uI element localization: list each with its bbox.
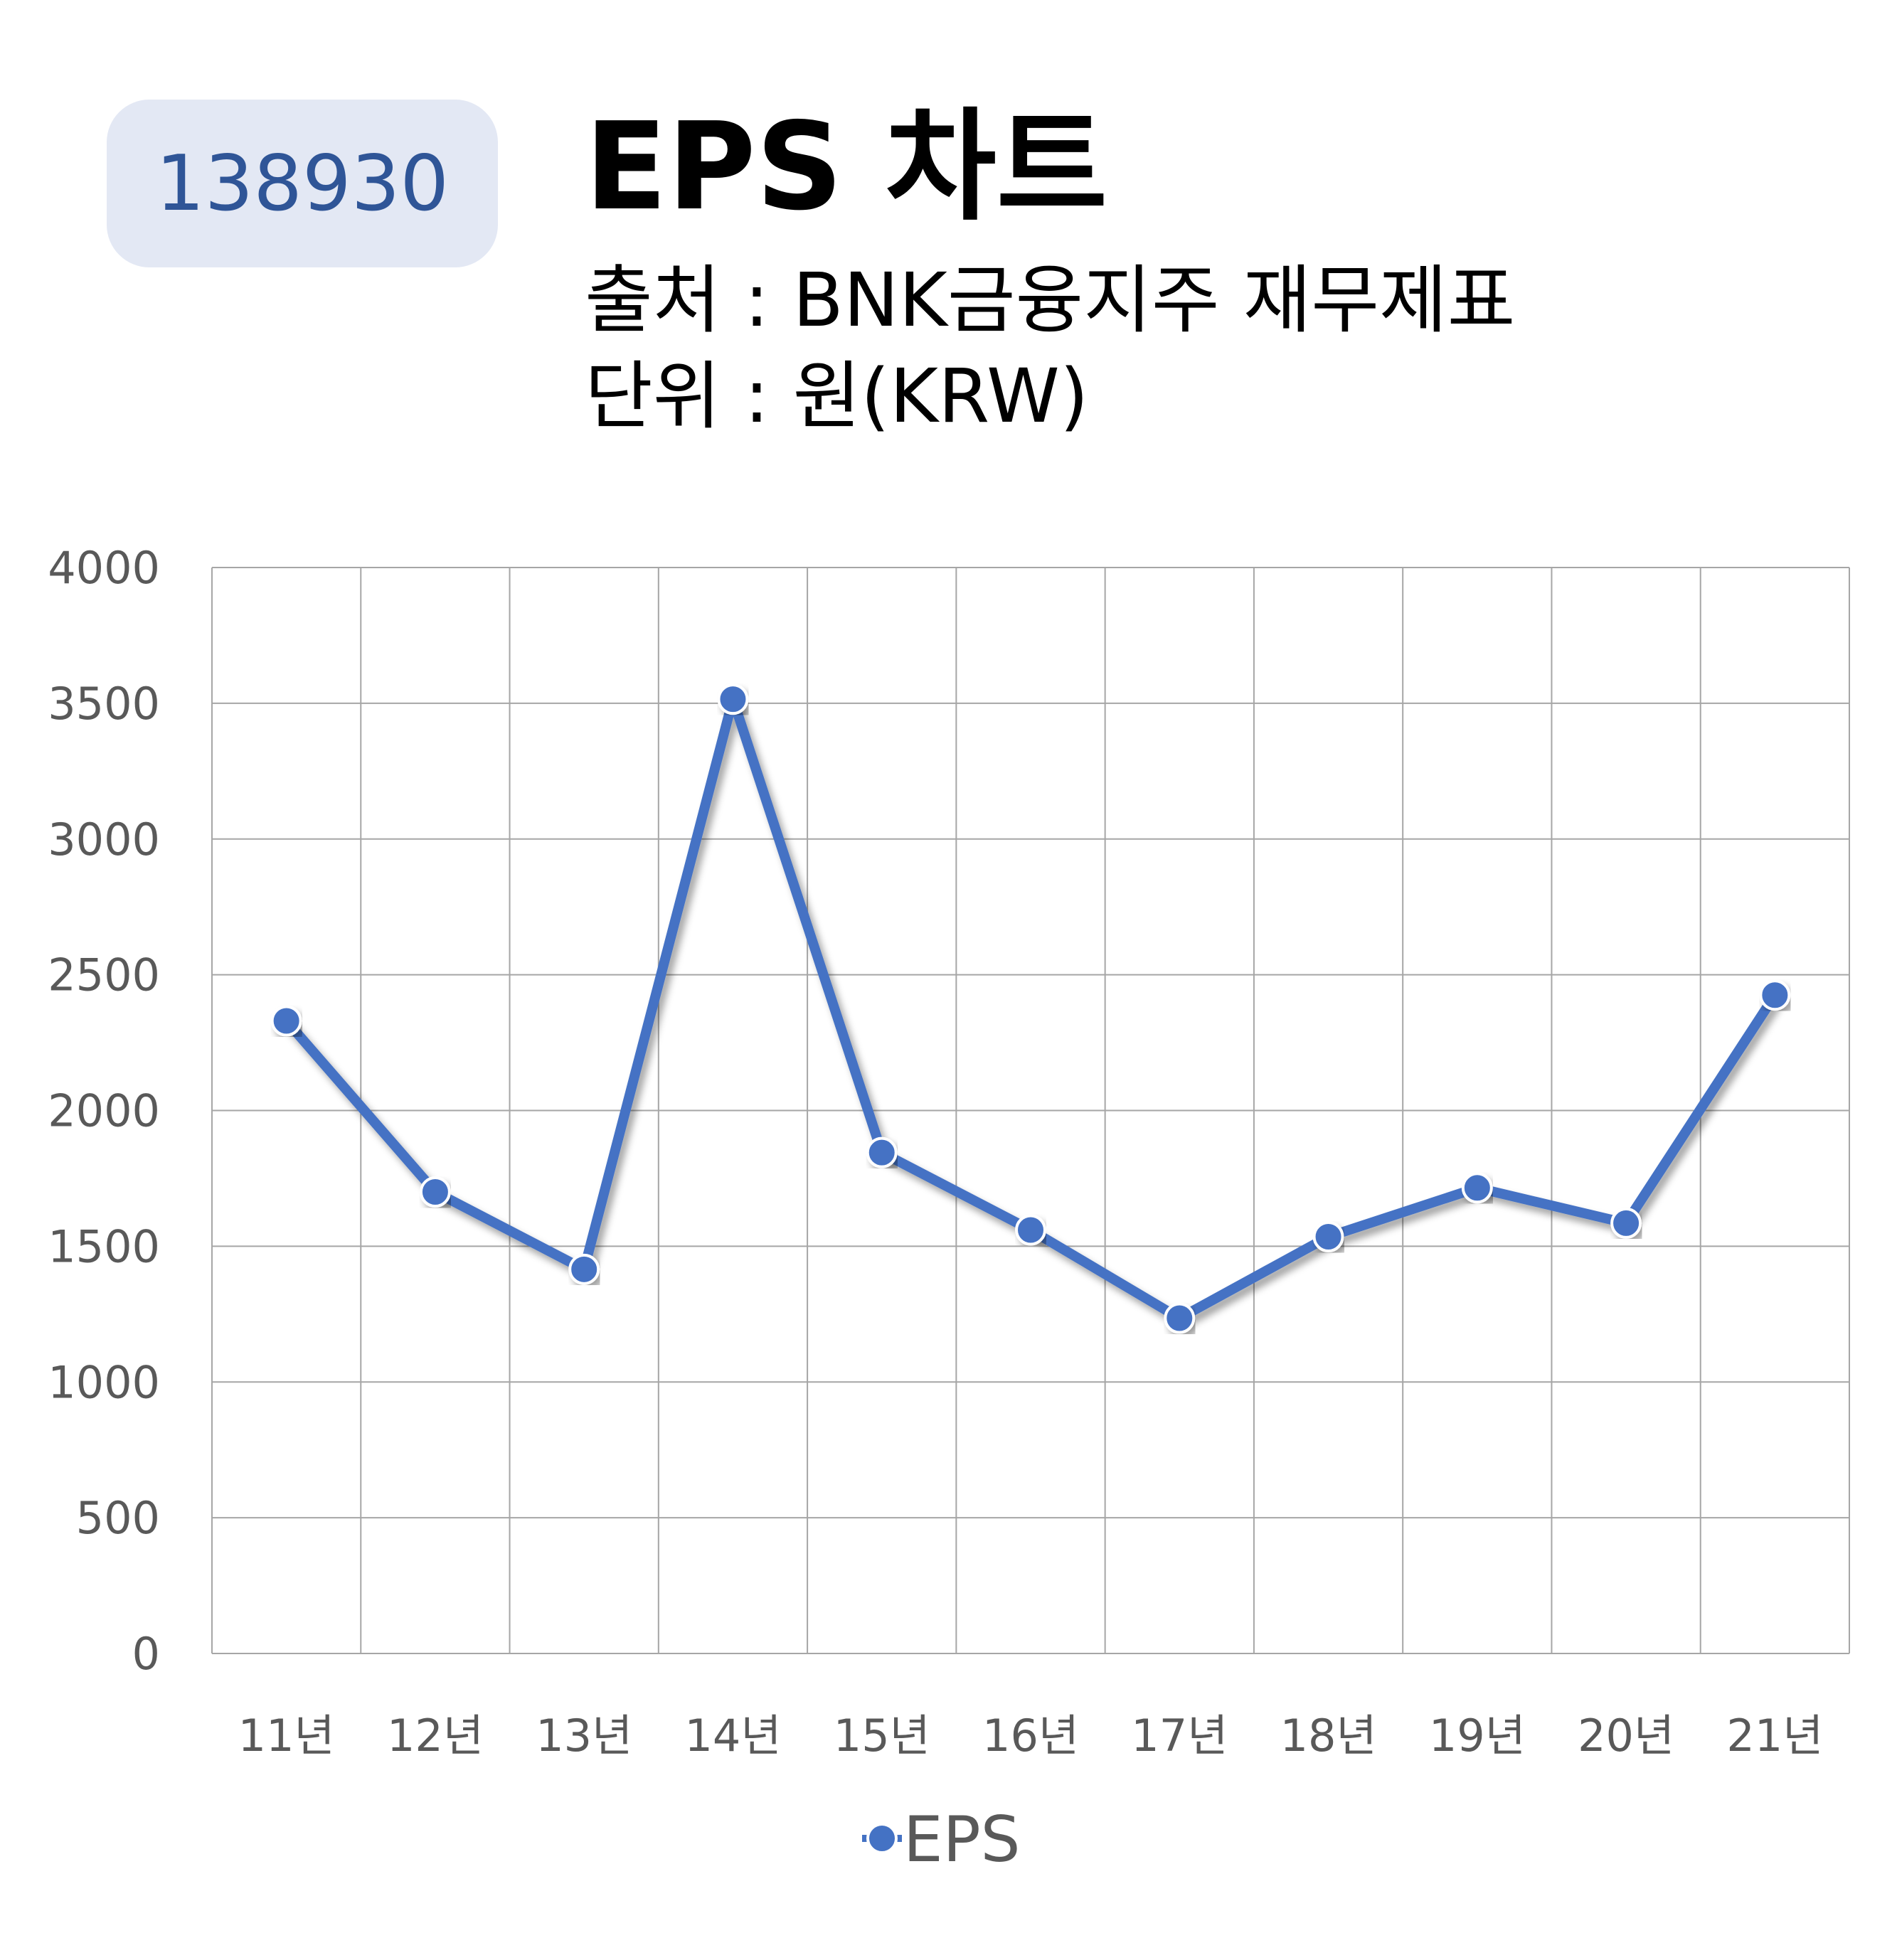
data-point (1461, 1172, 1493, 1204)
y-axis: 0 500 1000 1500 2000 2500 3000 3500 4000 (48, 542, 160, 1680)
ticker-badge: 138930 (107, 100, 498, 267)
x-tick-label: 15년 (834, 1710, 930, 1762)
legend-label: EPS (903, 1803, 1021, 1876)
y-tick-label: 3500 (48, 678, 160, 730)
data-point (1015, 1214, 1046, 1246)
x-tick-label: 11년 (238, 1710, 335, 1762)
data-point (568, 1253, 600, 1285)
legend: EPS (862, 1803, 1021, 1876)
x-tick-label: 19년 (1429, 1710, 1526, 1762)
y-tick-label: 1000 (48, 1356, 160, 1408)
data-point (419, 1176, 451, 1208)
data-point (866, 1136, 898, 1168)
x-tick-label: 13년 (536, 1710, 632, 1762)
y-tick-label: 3000 (48, 814, 160, 866)
chart-title: EPS 차트 (585, 97, 1108, 238)
x-tick-label: 17년 (1131, 1710, 1228, 1762)
y-tick-label: 0 (132, 1628, 160, 1680)
x-axis: 11년 12년 13년 14년 15년 16년 17년 18년 19년 20년 21년 (238, 1710, 1824, 1762)
legend-marker (866, 1823, 898, 1854)
data-point (717, 683, 749, 715)
grid-lines (211, 567, 1850, 1654)
x-tick-label: 16년 (982, 1710, 1079, 1762)
x-tick-label: 20년 (1578, 1710, 1674, 1762)
data-point (1759, 979, 1791, 1011)
y-tick-label: 2000 (48, 1085, 160, 1137)
source-label: 출처 : BNK금융지주 재무제표 (585, 257, 1516, 343)
y-tick-label: 4000 (48, 542, 160, 594)
unit-label: 단위 : 원(KRW) (585, 353, 1089, 440)
data-point (1312, 1221, 1344, 1253)
x-tick-label: 12년 (387, 1710, 484, 1762)
y-tick-label: 2500 (48, 949, 160, 1001)
y-tick-label: 1500 (48, 1220, 160, 1272)
y-tick-label: 500 (76, 1492, 160, 1544)
x-tick-label: 14년 (684, 1710, 781, 1762)
data-point (1610, 1207, 1642, 1239)
x-tick-label: 21년 (1726, 1710, 1823, 1762)
x-tick-label: 18년 (1280, 1710, 1377, 1762)
data-point (1164, 1302, 1196, 1334)
ticker-code: 138930 (155, 139, 450, 228)
series-eps (270, 683, 1791, 1334)
data-point (270, 1005, 302, 1037)
